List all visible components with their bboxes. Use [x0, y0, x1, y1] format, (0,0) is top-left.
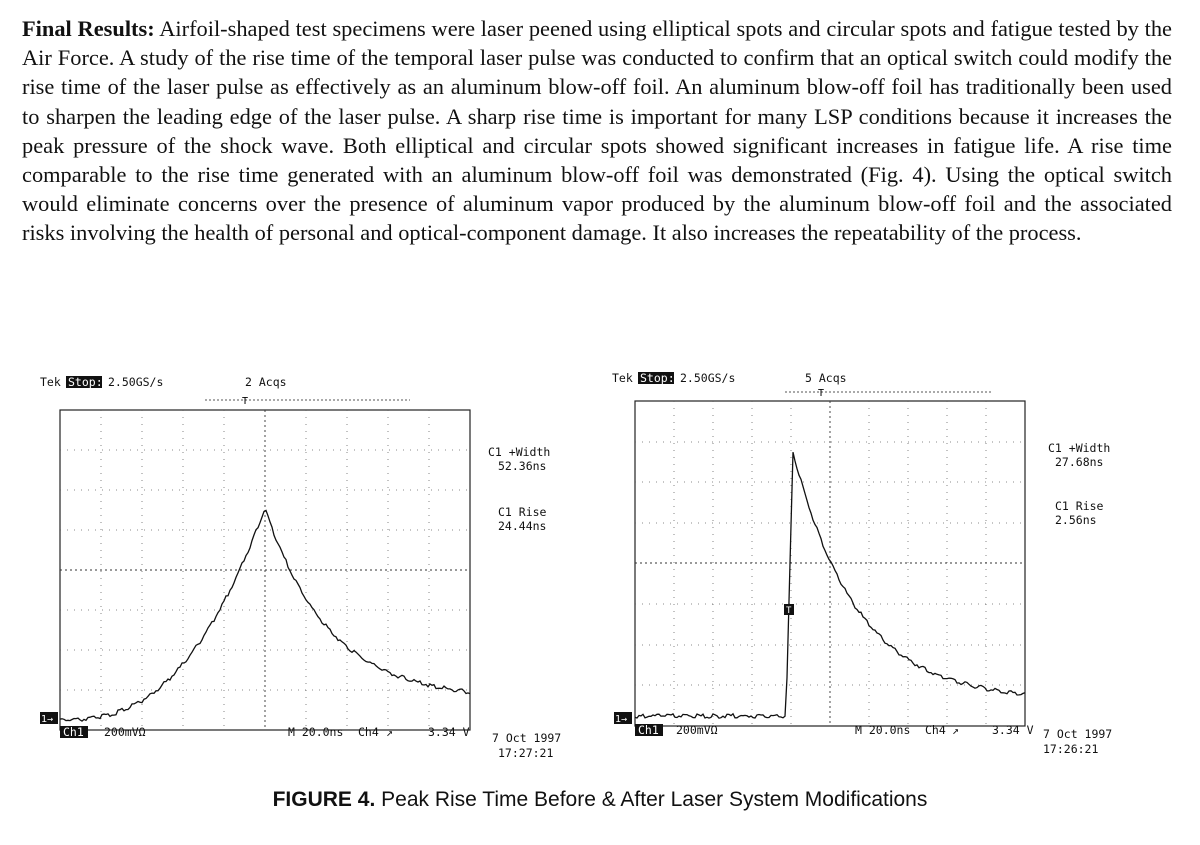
trigger-pos-marker: T	[242, 396, 248, 407]
rise-label: C1 Rise	[1055, 499, 1104, 513]
oscilloscope-left-svg: Tek Stop: 2.50GS/s 2 Acqs T 1→ C1 +Width…	[40, 375, 561, 760]
scope-rate: 2.50GS/s	[108, 375, 163, 389]
trigger-channel: Ch4	[358, 725, 379, 739]
width-value: 52.36ns	[498, 459, 546, 473]
time: 17:27:21	[498, 746, 553, 760]
scope-state: Stop:	[640, 371, 675, 385]
rise-value: 24.44ns	[498, 519, 546, 533]
stop-badge	[66, 376, 102, 388]
width-value: 27.68ns	[1055, 455, 1103, 469]
waveform-trace	[634, 452, 1026, 719]
ground-marker	[40, 712, 58, 724]
rise-value: 2.56ns	[1055, 513, 1097, 527]
channel-label: Ch1	[638, 723, 659, 737]
trigger-slope-icon: ↗	[952, 723, 959, 737]
timebase: M 20.0ns	[288, 725, 343, 739]
time: 17:26:21	[1043, 742, 1098, 756]
channel-badge	[635, 724, 663, 736]
trigger-marker	[784, 604, 794, 615]
figure-caption-text: Peak Rise Time Before & After Laser Syst…	[381, 788, 928, 811]
trigger-channel: Ch4	[925, 723, 946, 737]
rise-label: C1 Rise	[498, 505, 547, 519]
figure-caption: FIGURE 4. Peak Rise Time Before & After …	[0, 788, 1200, 812]
trigger-level: 3.34 V	[992, 723, 1034, 737]
ground-marker	[614, 712, 632, 724]
scope-acqs: 2 Acqs	[245, 375, 287, 389]
paragraph-lead: Final Results:	[22, 16, 155, 41]
trigger-slope-icon: ↗	[386, 725, 393, 739]
scope-rate: 2.50GS/s	[680, 371, 735, 385]
channel-badge	[60, 726, 88, 738]
figure-caption-label: FIGURE 4.	[272, 788, 376, 811]
waveform-trace	[59, 509, 471, 722]
final-results-paragraph: Final Results: Airfoil-shaped test speci…	[22, 14, 1172, 248]
trigger-marker-label: T	[786, 606, 792, 616]
width-label: C1 +Width	[488, 445, 550, 459]
oscilloscope-left: Tek Stop: 2.50GS/s 2 Acqs T 1→ C1 +Width…	[20, 370, 595, 765]
ground-marker-label: 1→	[41, 714, 53, 725]
graticule-grid	[60, 410, 470, 730]
oscilloscope-right-svg: Tek Stop: 2.50GS/s 5 Acqs T T 1→ C1 +Wid…	[612, 371, 1112, 756]
paragraph-body: Airfoil-shaped test specimens were laser…	[22, 16, 1172, 246]
timebase: M 20.0ns	[855, 723, 910, 737]
scope-state: Stop:	[68, 375, 103, 389]
channel-label: Ch1	[63, 725, 84, 739]
stop-badge	[638, 372, 674, 384]
trigger-level: 3.34 V	[428, 725, 470, 739]
width-label: C1 +Width	[1048, 441, 1110, 455]
scope-brand: Tek	[612, 371, 633, 385]
date: 7 Oct 1997	[492, 731, 561, 745]
scope-brand: Tek	[40, 375, 61, 389]
scope-acqs: 5 Acqs	[805, 371, 847, 385]
ground-marker-label: 1→	[615, 714, 627, 725]
oscilloscope-right: Tek Stop: 2.50GS/s 5 Acqs T T 1→ C1 +Wid…	[600, 366, 1175, 761]
channel-scale: 200mVΩ	[676, 723, 718, 737]
date: 7 Oct 1997	[1043, 727, 1112, 741]
trigger-pos-marker: T	[818, 388, 824, 399]
channel-scale: 200mVΩ	[104, 725, 146, 739]
